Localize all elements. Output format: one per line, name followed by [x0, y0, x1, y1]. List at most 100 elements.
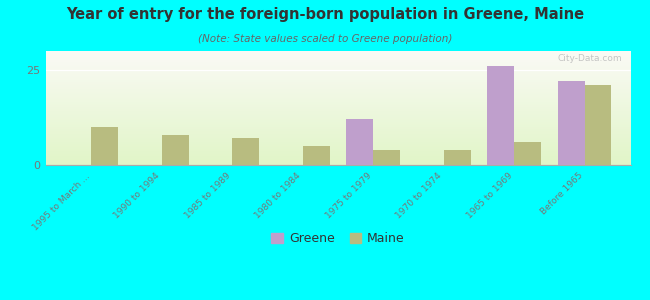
Bar: [46, 87, 630, 88]
Bar: [46, 95, 630, 96]
Bar: [46, 111, 630, 112]
Bar: [46, 156, 630, 157]
Bar: [46, 62, 630, 63]
Bar: [162, 135, 188, 165]
Bar: [46, 149, 630, 150]
Bar: [46, 54, 630, 55]
Bar: [46, 98, 630, 99]
Bar: [46, 64, 630, 65]
Bar: [46, 160, 630, 161]
Bar: [46, 56, 630, 57]
Bar: [46, 74, 630, 75]
Bar: [585, 85, 612, 165]
Bar: [46, 89, 630, 90]
Bar: [46, 139, 630, 140]
Legend: Greene, Maine: Greene, Maine: [269, 230, 407, 248]
Bar: [46, 85, 630, 86]
Bar: [46, 60, 630, 61]
Bar: [46, 146, 630, 147]
Bar: [46, 143, 630, 144]
Bar: [46, 130, 630, 131]
Bar: [46, 124, 630, 125]
Bar: [46, 79, 630, 80]
Bar: [46, 82, 630, 83]
Bar: [46, 120, 630, 121]
Bar: [46, 102, 630, 103]
Bar: [46, 52, 630, 53]
Bar: [46, 51, 630, 52]
Bar: [46, 135, 630, 136]
Bar: [46, 61, 630, 62]
Bar: [46, 83, 630, 84]
Bar: [46, 155, 630, 156]
Bar: [46, 100, 630, 101]
Bar: [46, 116, 630, 117]
Bar: [46, 81, 630, 82]
Bar: [46, 148, 630, 149]
Bar: [46, 90, 630, 91]
Bar: [46, 164, 630, 165]
Bar: [46, 132, 630, 133]
Text: City-Data.com: City-Data.com: [557, 54, 621, 63]
Bar: [46, 107, 630, 108]
Bar: [232, 138, 259, 165]
Bar: [46, 94, 630, 95]
Bar: [46, 153, 630, 154]
Bar: [46, 137, 630, 138]
Bar: [46, 106, 630, 107]
Bar: [488, 66, 514, 165]
Bar: [46, 154, 630, 155]
Bar: [46, 75, 630, 76]
Bar: [46, 92, 630, 93]
Bar: [514, 142, 541, 165]
Bar: [46, 151, 630, 152]
Bar: [46, 99, 630, 100]
Bar: [46, 113, 630, 114]
Bar: [46, 97, 630, 98]
Bar: [46, 114, 630, 115]
Bar: [46, 142, 630, 143]
Bar: [46, 133, 630, 134]
Bar: [46, 128, 630, 129]
Bar: [46, 96, 630, 97]
Bar: [46, 138, 630, 139]
Bar: [46, 68, 630, 69]
Bar: [373, 150, 400, 165]
Bar: [46, 125, 630, 126]
Bar: [46, 53, 630, 54]
Bar: [46, 63, 630, 64]
Bar: [46, 110, 630, 111]
Bar: [46, 84, 630, 85]
Bar: [46, 71, 630, 72]
Bar: [46, 117, 630, 118]
Bar: [46, 78, 630, 79]
Text: (Note: State values scaled to Greene population): (Note: State values scaled to Greene pop…: [198, 34, 452, 44]
Bar: [46, 121, 630, 122]
Bar: [91, 127, 118, 165]
Bar: [46, 77, 630, 78]
Bar: [46, 131, 630, 132]
Bar: [46, 103, 630, 104]
Bar: [46, 80, 630, 81]
Bar: [46, 161, 630, 162]
Bar: [46, 123, 630, 124]
Bar: [46, 73, 630, 74]
Bar: [46, 158, 630, 159]
Bar: [46, 59, 630, 60]
Bar: [46, 134, 630, 135]
Bar: [46, 147, 630, 148]
Bar: [46, 141, 630, 142]
Bar: [46, 101, 630, 102]
Bar: [46, 104, 630, 105]
Bar: [46, 108, 630, 109]
Bar: [46, 157, 630, 158]
Bar: [46, 162, 630, 163]
Bar: [46, 126, 630, 127]
Bar: [46, 93, 630, 94]
Bar: [46, 76, 630, 77]
Bar: [444, 150, 471, 165]
Bar: [303, 146, 330, 165]
Bar: [46, 115, 630, 116]
Bar: [46, 140, 630, 141]
Bar: [46, 66, 630, 67]
